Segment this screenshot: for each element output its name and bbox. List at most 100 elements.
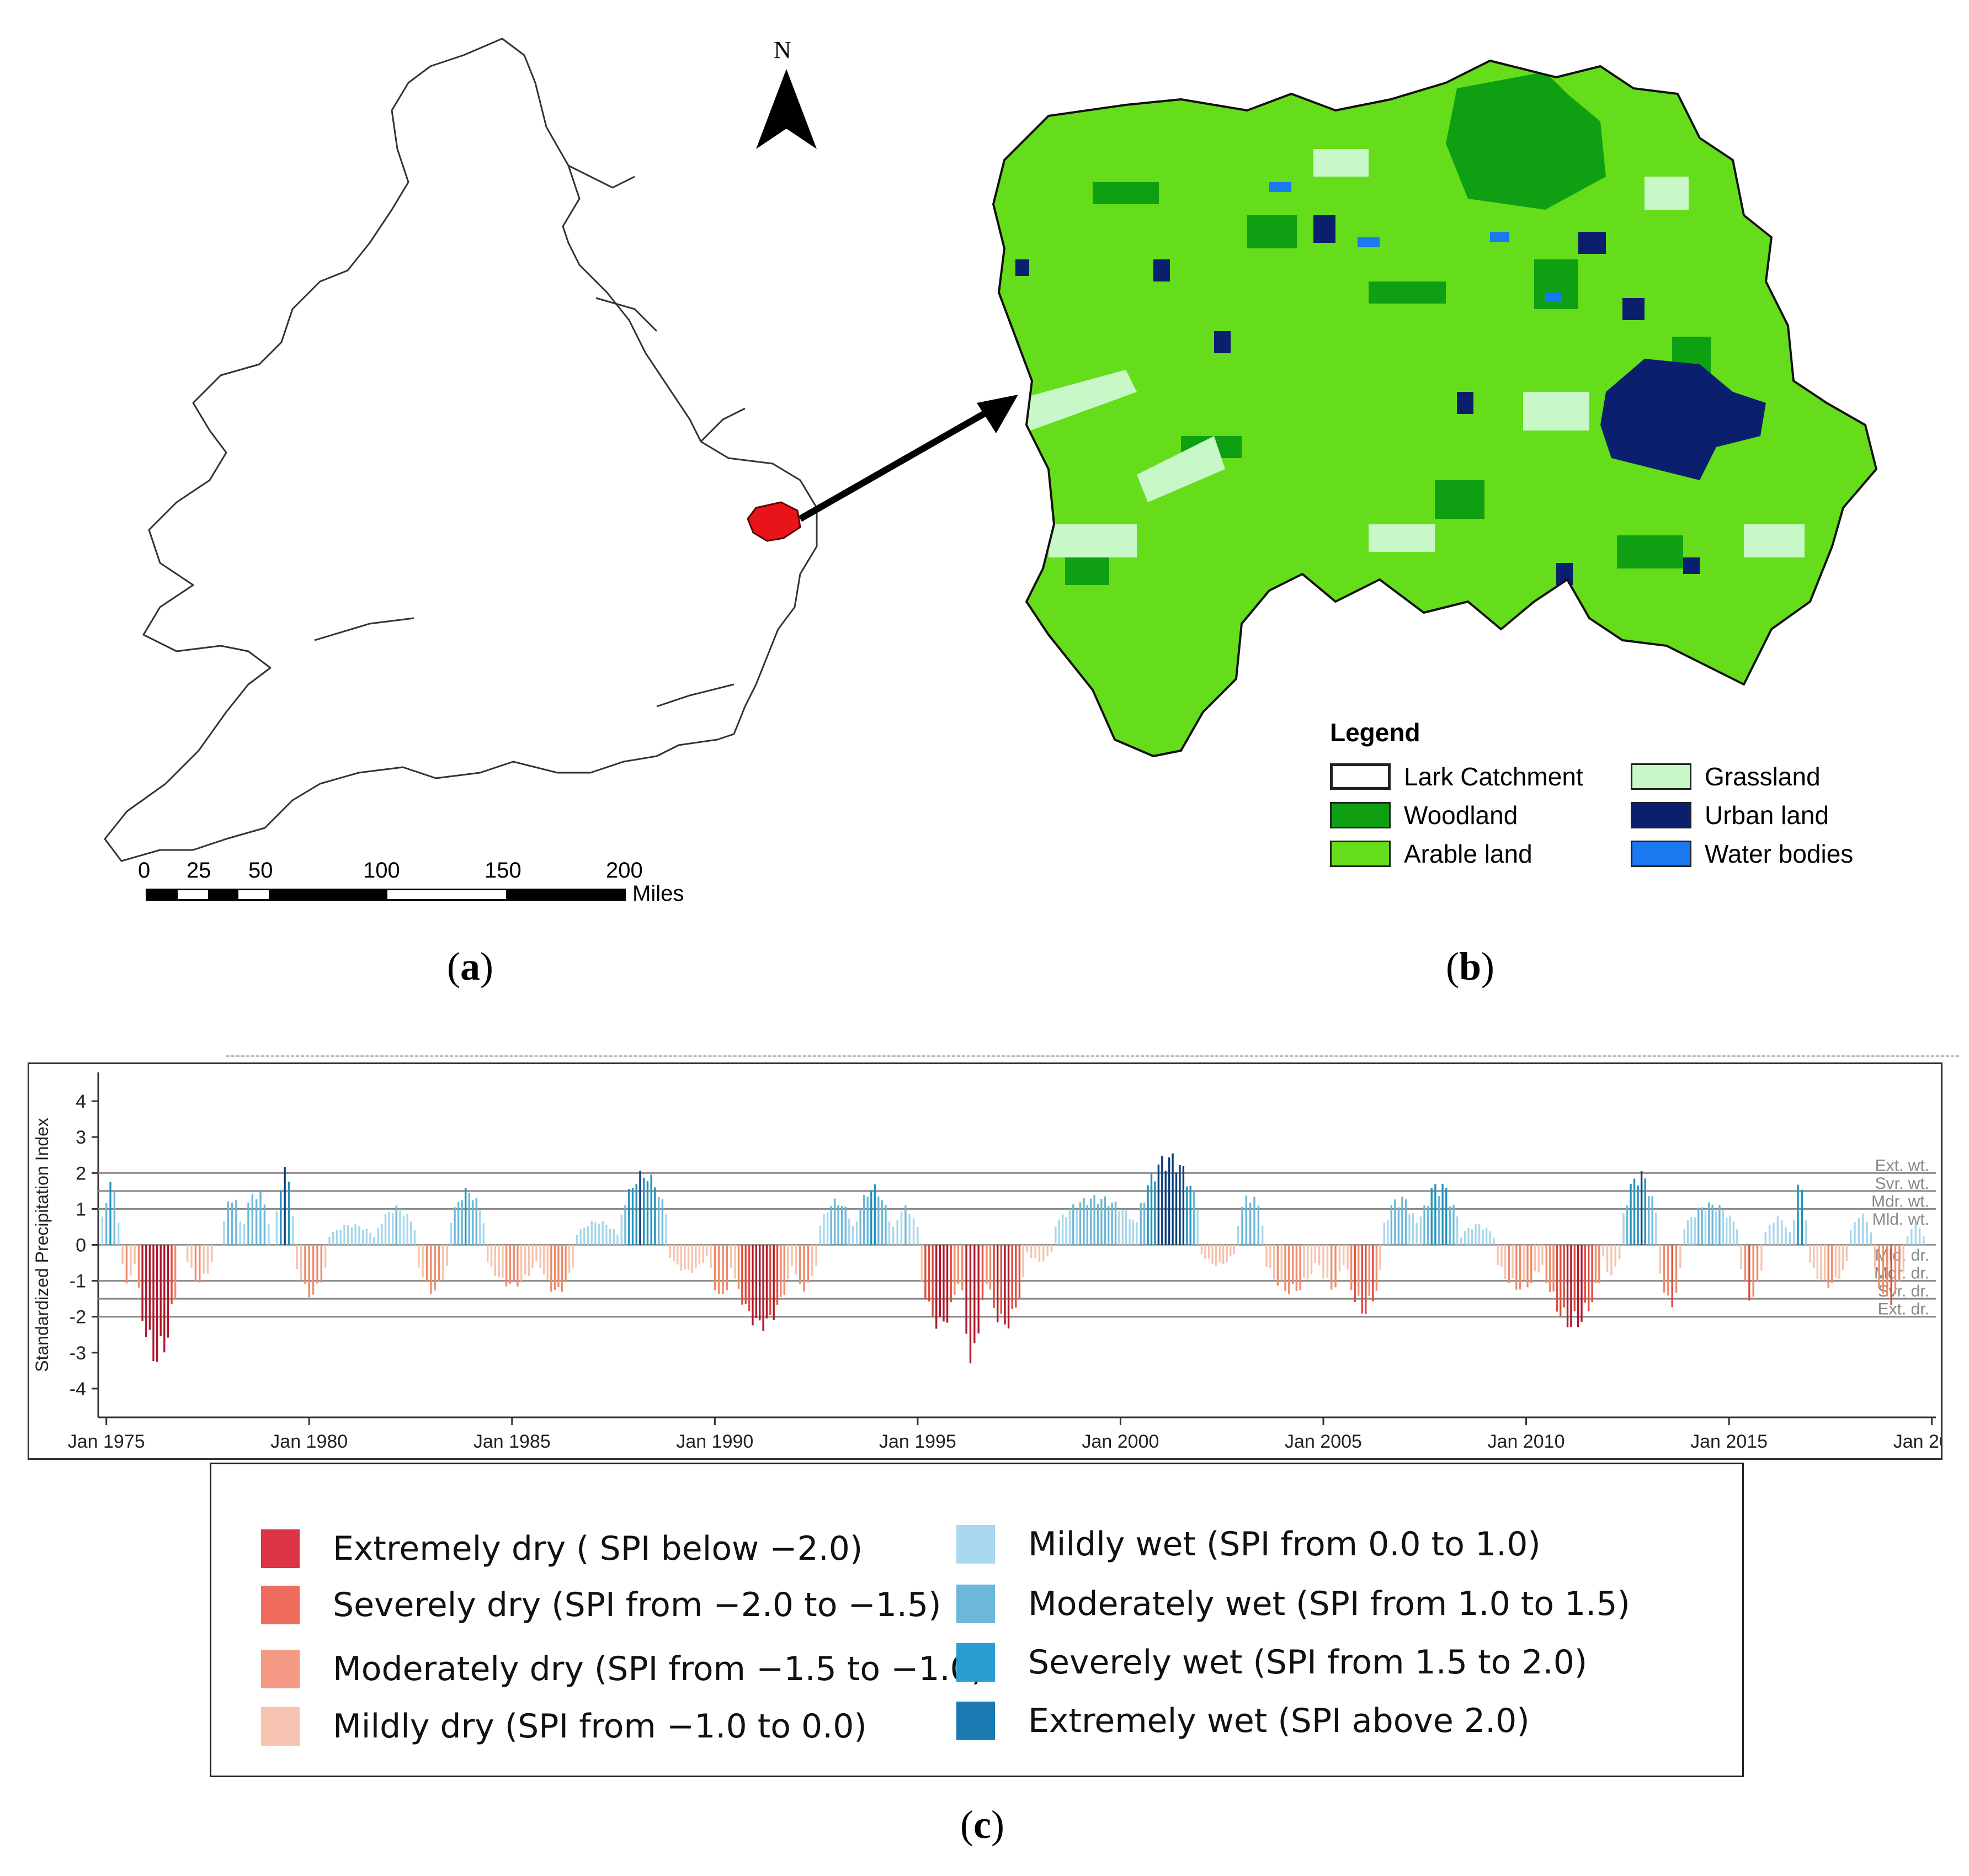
spi-bar — [1295, 1245, 1298, 1292]
spi-bar — [1434, 1184, 1436, 1245]
spi-bar — [1831, 1245, 1833, 1283]
spi-bar — [765, 1245, 768, 1319]
lark-catchment-highlight — [747, 501, 801, 542]
spi-bar — [811, 1245, 813, 1276]
y-tick-label: 2 — [76, 1163, 86, 1184]
spi-bar — [292, 1216, 294, 1245]
spi-bar — [1679, 1245, 1681, 1269]
spi-bar — [762, 1245, 764, 1331]
spi-bar — [866, 1197, 869, 1245]
spi-bar — [546, 1245, 549, 1280]
spi-bar — [1430, 1188, 1433, 1245]
spi-bar — [479, 1210, 481, 1245]
section-divider — [226, 1055, 1959, 1057]
spi-bar — [631, 1188, 634, 1245]
scale-bar: 0 25 50 100 150 200 Miles — [138, 858, 717, 913]
spi-bar — [1361, 1245, 1363, 1314]
swatch-extremely-wet — [956, 1702, 995, 1740]
spi-bar — [823, 1214, 825, 1245]
lark-catchment-map — [992, 60, 1877, 757]
spi-bar — [1079, 1202, 1082, 1245]
spi-chart-svg: Standardized Precipitation Index 4 3 2 1 0 -1 -… — [32, 1072, 1969, 1452]
spi-legend-extremely-wet: Extremely wet (SPI above 2.0) — [956, 1702, 1530, 1740]
spi-bar — [1189, 1186, 1191, 1245]
spi-bar — [1269, 1245, 1271, 1268]
spi-bar — [159, 1245, 162, 1336]
spi-bar — [954, 1245, 956, 1295]
spi-bar — [1310, 1245, 1313, 1274]
spi-bar — [609, 1228, 611, 1245]
spi-bar — [837, 1205, 839, 1245]
spi-bar — [718, 1245, 720, 1294]
spi-bar — [1354, 1245, 1356, 1302]
spi-bar — [561, 1245, 563, 1292]
spi-bar — [1793, 1220, 1795, 1245]
spi-bar — [1675, 1245, 1678, 1293]
spi-bar — [1343, 1245, 1345, 1266]
spi-bar — [1874, 1245, 1876, 1269]
threshold-label: Mld. wt. — [1872, 1210, 1929, 1229]
panel-label-c: (c) — [960, 1803, 1004, 1847]
spi-bar — [1249, 1203, 1252, 1245]
spi-bar — [981, 1245, 984, 1300]
x-tick-label: Jan 1995 — [879, 1431, 956, 1452]
spi-bar — [454, 1207, 456, 1245]
spi-bar — [137, 1245, 140, 1288]
spi-bar — [1038, 1245, 1041, 1262]
spi-bar — [877, 1196, 880, 1245]
spi-bar — [1726, 1218, 1728, 1245]
spi-bar — [336, 1230, 338, 1245]
spi-bar — [896, 1220, 898, 1245]
spi-bar — [1602, 1245, 1604, 1257]
spi-bar — [171, 1245, 173, 1304]
spi-bar — [430, 1245, 432, 1295]
scale-tick: 150 — [485, 858, 521, 883]
spi-bar — [1412, 1213, 1414, 1245]
spi-bar — [1573, 1245, 1576, 1311]
spi-bar — [870, 1190, 872, 1245]
spi-bar — [1179, 1165, 1181, 1245]
spi-bar — [977, 1245, 980, 1334]
spi-bar — [1125, 1210, 1127, 1245]
spi-bar — [152, 1245, 155, 1362]
spi-bar — [673, 1245, 675, 1261]
threshold-label: Ext. dr. — [1878, 1300, 1929, 1319]
spi-bar — [997, 1245, 999, 1322]
map-legend-title: Legend — [1330, 718, 1420, 747]
scale-tick: 200 — [606, 858, 643, 883]
spi-bar — [755, 1245, 758, 1319]
spi-bar — [1801, 1189, 1803, 1245]
spi-bar — [535, 1245, 538, 1261]
spi-bar — [505, 1245, 508, 1287]
spi-bar — [223, 1220, 225, 1245]
spi-bar — [1253, 1197, 1255, 1245]
y-tick-label: 3 — [76, 1127, 86, 1148]
spi-bar — [830, 1205, 832, 1245]
spi-bar — [1233, 1245, 1235, 1255]
spi-bar — [461, 1200, 463, 1245]
spi-bar — [1849, 1230, 1852, 1245]
spi-bar — [1715, 1211, 1717, 1245]
spi-bar — [776, 1245, 779, 1305]
spi-bar — [989, 1245, 992, 1290]
spi-bar — [752, 1245, 754, 1326]
spi-bar — [1186, 1186, 1188, 1245]
spi-bar — [1667, 1245, 1669, 1296]
spi-bar — [759, 1245, 761, 1321]
spi-legend-severely-dry: Severely dry (SPI from −2.0 to −1.5) — [261, 1586, 941, 1624]
spi-legend: Extremely dry ( SPI below −2.0) Mildly w… — [210, 1463, 1744, 1777]
spi-bar — [900, 1211, 903, 1245]
spi-bar — [654, 1187, 656, 1245]
spi-bar — [296, 1245, 298, 1269]
swatch-mildly-dry — [261, 1707, 300, 1746]
spi-bar — [744, 1245, 747, 1304]
spi-bar — [695, 1245, 697, 1268]
spi-bar — [1172, 1153, 1174, 1245]
spi-bar — [434, 1245, 436, 1291]
spi-bar — [373, 1237, 375, 1245]
spi-bar — [118, 1223, 120, 1245]
spi-bar — [275, 1211, 278, 1245]
spi-bar — [1415, 1223, 1418, 1245]
spi-bar — [1068, 1209, 1071, 1245]
spi-bar — [528, 1245, 530, 1276]
